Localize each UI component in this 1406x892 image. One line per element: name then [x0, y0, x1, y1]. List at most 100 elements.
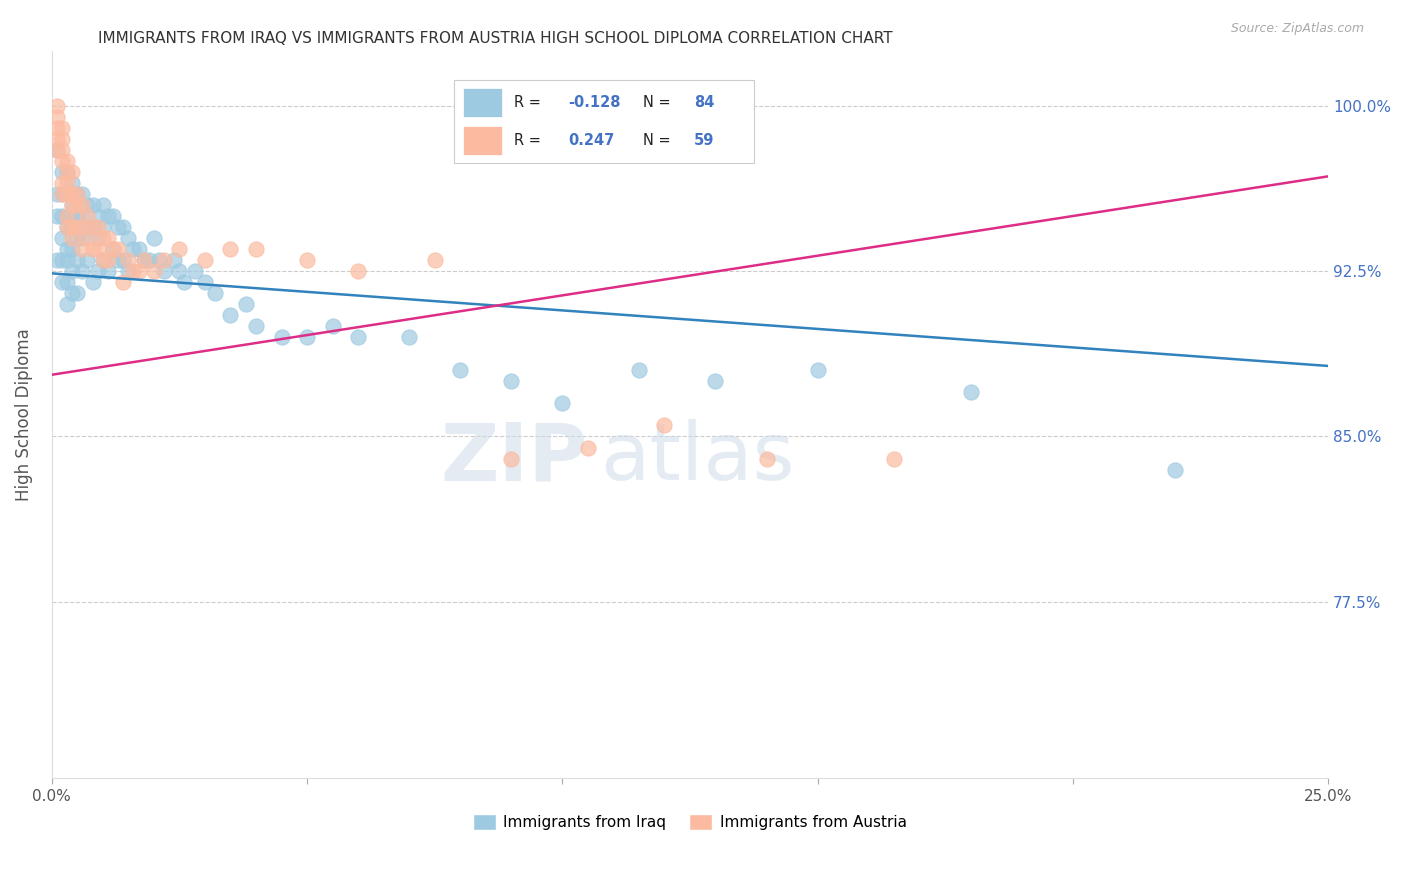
- Point: [72, 209, 94, 223]
- Point: [45, 209, 67, 223]
- Point: [56, 209, 79, 223]
- Point: [101, 209, 124, 223]
- Point: [322, 319, 344, 334]
- Point: [56, 297, 79, 311]
- Point: [76, 231, 98, 245]
- Point: [86, 242, 108, 256]
- Point: [66, 186, 89, 201]
- Point: [45, 132, 67, 146]
- Point: [72, 198, 94, 212]
- Point: [60, 264, 83, 278]
- Text: Source: ZipAtlas.com: Source: ZipAtlas.com: [1230, 22, 1364, 36]
- Legend: Immigrants from Iraq, Immigrants from Austria: Immigrants from Iraq, Immigrants from Au…: [467, 808, 912, 836]
- Point: [56, 186, 79, 201]
- Point: [169, 242, 191, 256]
- Point: [204, 286, 226, 301]
- Point: [72, 220, 94, 235]
- Point: [60, 165, 83, 179]
- Point: [56, 165, 79, 179]
- Text: ZIP: ZIP: [440, 419, 588, 497]
- Point: [45, 120, 67, 135]
- Point: [60, 231, 83, 245]
- Point: [91, 231, 114, 245]
- Point: [82, 220, 104, 235]
- Point: [66, 253, 89, 268]
- Point: [654, 418, 676, 433]
- Point: [449, 363, 471, 377]
- Point: [91, 220, 114, 235]
- Point: [163, 253, 186, 268]
- Point: [423, 253, 446, 268]
- Point: [86, 220, 108, 235]
- Point: [60, 198, 83, 212]
- Point: [66, 231, 89, 245]
- Point: [45, 143, 67, 157]
- Point: [245, 242, 267, 256]
- Point: [1164, 462, 1187, 476]
- Point: [101, 242, 124, 256]
- Point: [45, 253, 67, 268]
- Point: [76, 209, 98, 223]
- Point: [153, 253, 176, 268]
- Point: [60, 220, 83, 235]
- Point: [51, 275, 73, 289]
- Point: [295, 253, 318, 268]
- Point: [97, 231, 120, 245]
- Point: [194, 275, 217, 289]
- Point: [45, 99, 67, 113]
- Point: [72, 264, 94, 278]
- Point: [72, 231, 94, 245]
- Point: [66, 286, 89, 301]
- Point: [576, 441, 599, 455]
- Point: [56, 176, 79, 190]
- Point: [56, 220, 79, 235]
- Point: [72, 186, 94, 201]
- Point: [112, 220, 135, 235]
- Point: [60, 220, 83, 235]
- Point: [51, 120, 73, 135]
- Point: [219, 242, 242, 256]
- Point: [132, 253, 155, 268]
- Text: IMMIGRANTS FROM IRAQ VS IMMIGRANTS FROM AUSTRIA HIGH SCHOOL DIPLOMA CORRELATION : IMMIGRANTS FROM IRAQ VS IMMIGRANTS FROM …: [98, 31, 893, 46]
- Point: [117, 253, 139, 268]
- Point: [398, 330, 420, 344]
- Point: [66, 186, 89, 201]
- Point: [704, 375, 727, 389]
- Point: [117, 264, 139, 278]
- Point: [51, 153, 73, 168]
- Point: [112, 275, 135, 289]
- Point: [56, 242, 79, 256]
- Point: [122, 264, 145, 278]
- Point: [153, 264, 176, 278]
- Point: [235, 297, 257, 311]
- Point: [56, 209, 79, 223]
- Point: [56, 165, 79, 179]
- Point: [132, 253, 155, 268]
- Point: [82, 275, 104, 289]
- Point: [883, 451, 905, 466]
- Point: [551, 396, 574, 410]
- Point: [627, 363, 650, 377]
- Point: [142, 264, 165, 278]
- Point: [56, 220, 79, 235]
- Point: [347, 330, 370, 344]
- Point: [51, 143, 73, 157]
- Point: [86, 264, 108, 278]
- Point: [66, 209, 89, 223]
- Point: [128, 242, 150, 256]
- Point: [97, 209, 120, 223]
- Point: [60, 242, 83, 256]
- Point: [142, 231, 165, 245]
- Point: [60, 176, 83, 190]
- Point: [128, 264, 150, 278]
- Point: [76, 220, 98, 235]
- Point: [51, 209, 73, 223]
- Point: [97, 264, 120, 278]
- Point: [138, 253, 160, 268]
- Point: [51, 253, 73, 268]
- Point: [45, 143, 67, 157]
- Point: [45, 110, 67, 124]
- Point: [107, 253, 129, 268]
- Point: [245, 319, 267, 334]
- Point: [66, 220, 89, 235]
